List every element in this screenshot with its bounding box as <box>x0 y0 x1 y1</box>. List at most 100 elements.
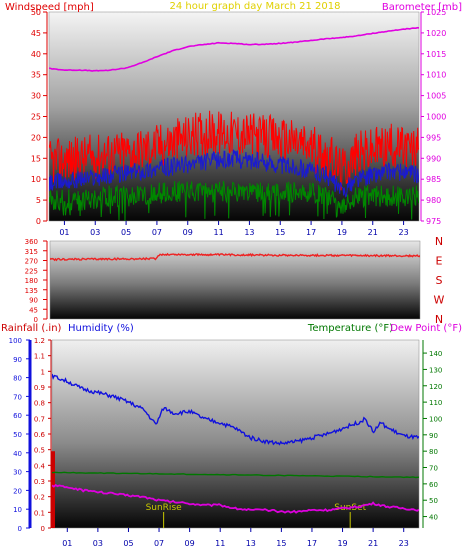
rainfall-tick: 1.2 <box>34 337 45 345</box>
hour-tick: 15 <box>275 228 285 237</box>
temperature-tick: 60 <box>429 481 438 489</box>
direction-tick: 360 <box>25 238 38 246</box>
humidity-tick: 60 <box>13 412 22 420</box>
windspeed-tick: 30 <box>31 92 41 101</box>
temperature-tick: 50 <box>429 497 438 505</box>
rainfall-tick: 0.1 <box>34 509 45 517</box>
hour-tick: 05 <box>123 539 133 548</box>
rainfall-tick: 0.6 <box>34 431 46 439</box>
direction-tick: 135 <box>25 287 38 295</box>
sun-event-label: SunRise <box>146 503 183 513</box>
temperature-tick: 70 <box>429 465 438 473</box>
direction-tick: 315 <box>25 248 38 256</box>
rainfall-tick: 0 <box>41 525 45 533</box>
humidity-tick: 90 <box>13 356 22 364</box>
graph-title: 24 hour graph day March 21 2018 <box>169 1 340 12</box>
rainfall-tick: 0.5 <box>34 447 45 455</box>
direction-tick: 225 <box>25 267 38 275</box>
compass-letter: N <box>435 313 443 326</box>
rain-humidity-plot-background <box>51 339 420 529</box>
humidity-tick: 100 <box>9 337 22 345</box>
hour-tick: 03 <box>93 539 103 548</box>
hour-tick: 11 <box>215 539 225 548</box>
temperature-axis-label: Temperature (°F) <box>307 323 393 334</box>
barometer-tick: 1025 <box>426 8 446 17</box>
barometer-tick: 1000 <box>426 113 446 122</box>
hour-tick: 17 <box>306 228 316 237</box>
dewpoint-series <box>52 483 419 514</box>
temperature-tick-labels: 40 50 60 70 80 90 100 110 120 130 140 <box>423 350 442 522</box>
hour-tick: 03 <box>90 228 100 237</box>
hour-tick: 09 <box>183 228 193 237</box>
windspeed-tick: 40 <box>31 50 41 59</box>
humidity-tick: 20 <box>13 487 22 495</box>
rainfall-axis-label: Rainfall (.in) <box>1 323 62 334</box>
barometer-tick-labels: 975 980 985 990 995 1000 1005 1010 1015 1020 1025 <box>421 8 446 226</box>
rainfall-bar <box>51 451 55 528</box>
windspeed-tick: 25 <box>31 113 41 122</box>
rainfall-tick: 0.3 <box>34 478 45 486</box>
hour-tick: 23 <box>398 228 408 237</box>
wind-min-series <box>49 180 419 221</box>
compass-letter: N <box>435 235 443 248</box>
windspeed-axis-label: Windspeed [mph] <box>5 2 94 13</box>
hour-tick: 21 <box>368 539 378 548</box>
temperature-tick: 90 <box>429 432 438 440</box>
windspeed-tick: 45 <box>31 29 41 38</box>
rain-humidity-temperature-panel: Rainfall (.in) Humidity (%) Temperature … <box>1 323 462 548</box>
humidity-tick: 40 <box>13 450 22 458</box>
windspeed-tick: 5 <box>36 196 41 205</box>
temperature-series <box>52 471 419 479</box>
temperature-tick: 40 <box>429 514 438 522</box>
barometer-tick: 995 <box>426 133 441 142</box>
humidity-tick: 10 <box>13 506 22 514</box>
rainfall-tick: 1.1 <box>34 353 45 361</box>
windspeed-tick: 0 <box>36 217 41 226</box>
direction-plot-background <box>49 240 421 320</box>
hour-tick: 09 <box>185 539 195 548</box>
humidity-axis-label: Humidity (%) <box>68 323 134 334</box>
compass-letter: E <box>436 255 443 268</box>
windspeed-tick: 35 <box>31 71 41 80</box>
hour-tick: 17 <box>307 539 317 548</box>
barometer-tick: 1005 <box>426 92 446 101</box>
windspeed-tick: 50 <box>31 8 41 17</box>
rainfall-tick: 0.8 <box>34 400 45 408</box>
wind-x-tick-labels: 01 03 05 07 09 11 13 15 17 19 21 23 <box>59 221 409 237</box>
humidity-tick: 70 <box>13 393 22 401</box>
hour-tick: 01 <box>59 228 69 237</box>
wind-max-series <box>49 110 419 191</box>
rainfall-bars <box>51 451 55 528</box>
hour-tick: 07 <box>154 539 164 548</box>
windspeed-tick-labels: 0 5 10 15 20 25 30 35 40 45 50 <box>31 8 47 226</box>
windspeed-tick: 20 <box>31 133 41 142</box>
barometer-tick: 975 <box>426 217 441 226</box>
humidity-tick-labels: 0 10 20 30 40 50 60 70 80 90 100 <box>9 337 30 533</box>
temperature-tick: 130 <box>429 366 442 374</box>
hour-tick: 19 <box>337 228 347 237</box>
temperature-tick: 140 <box>429 350 442 358</box>
barometer-tick: 985 <box>426 175 441 184</box>
hour-tick: 15 <box>276 539 286 548</box>
direction-tick: 90 <box>29 297 38 305</box>
dewpoint-axis-label: Dew Point (°F) <box>390 323 462 334</box>
barometer-series <box>49 26 419 72</box>
compass-letter: S <box>436 274 443 287</box>
direction-tick: 0 <box>34 316 38 324</box>
temperature-tick: 100 <box>429 415 442 423</box>
compass-letter: W <box>434 294 445 307</box>
rainfall-tick: 0.7 <box>34 415 45 423</box>
barometer-tick: 1020 <box>426 29 446 38</box>
hour-tick: 11 <box>213 228 223 237</box>
hour-tick: 13 <box>244 228 254 237</box>
rainfall-tick: 0.2 <box>34 494 45 502</box>
temperature-tick: 80 <box>429 448 438 456</box>
rainfall-tick: 0.9 <box>34 384 45 392</box>
rain-x-tick-labels: 01 03 05 07 09 11 13 15 17 19 21 23 <box>62 528 409 548</box>
barometer-tick: 1015 <box>426 50 446 59</box>
humidity-tick: 80 <box>13 375 22 383</box>
